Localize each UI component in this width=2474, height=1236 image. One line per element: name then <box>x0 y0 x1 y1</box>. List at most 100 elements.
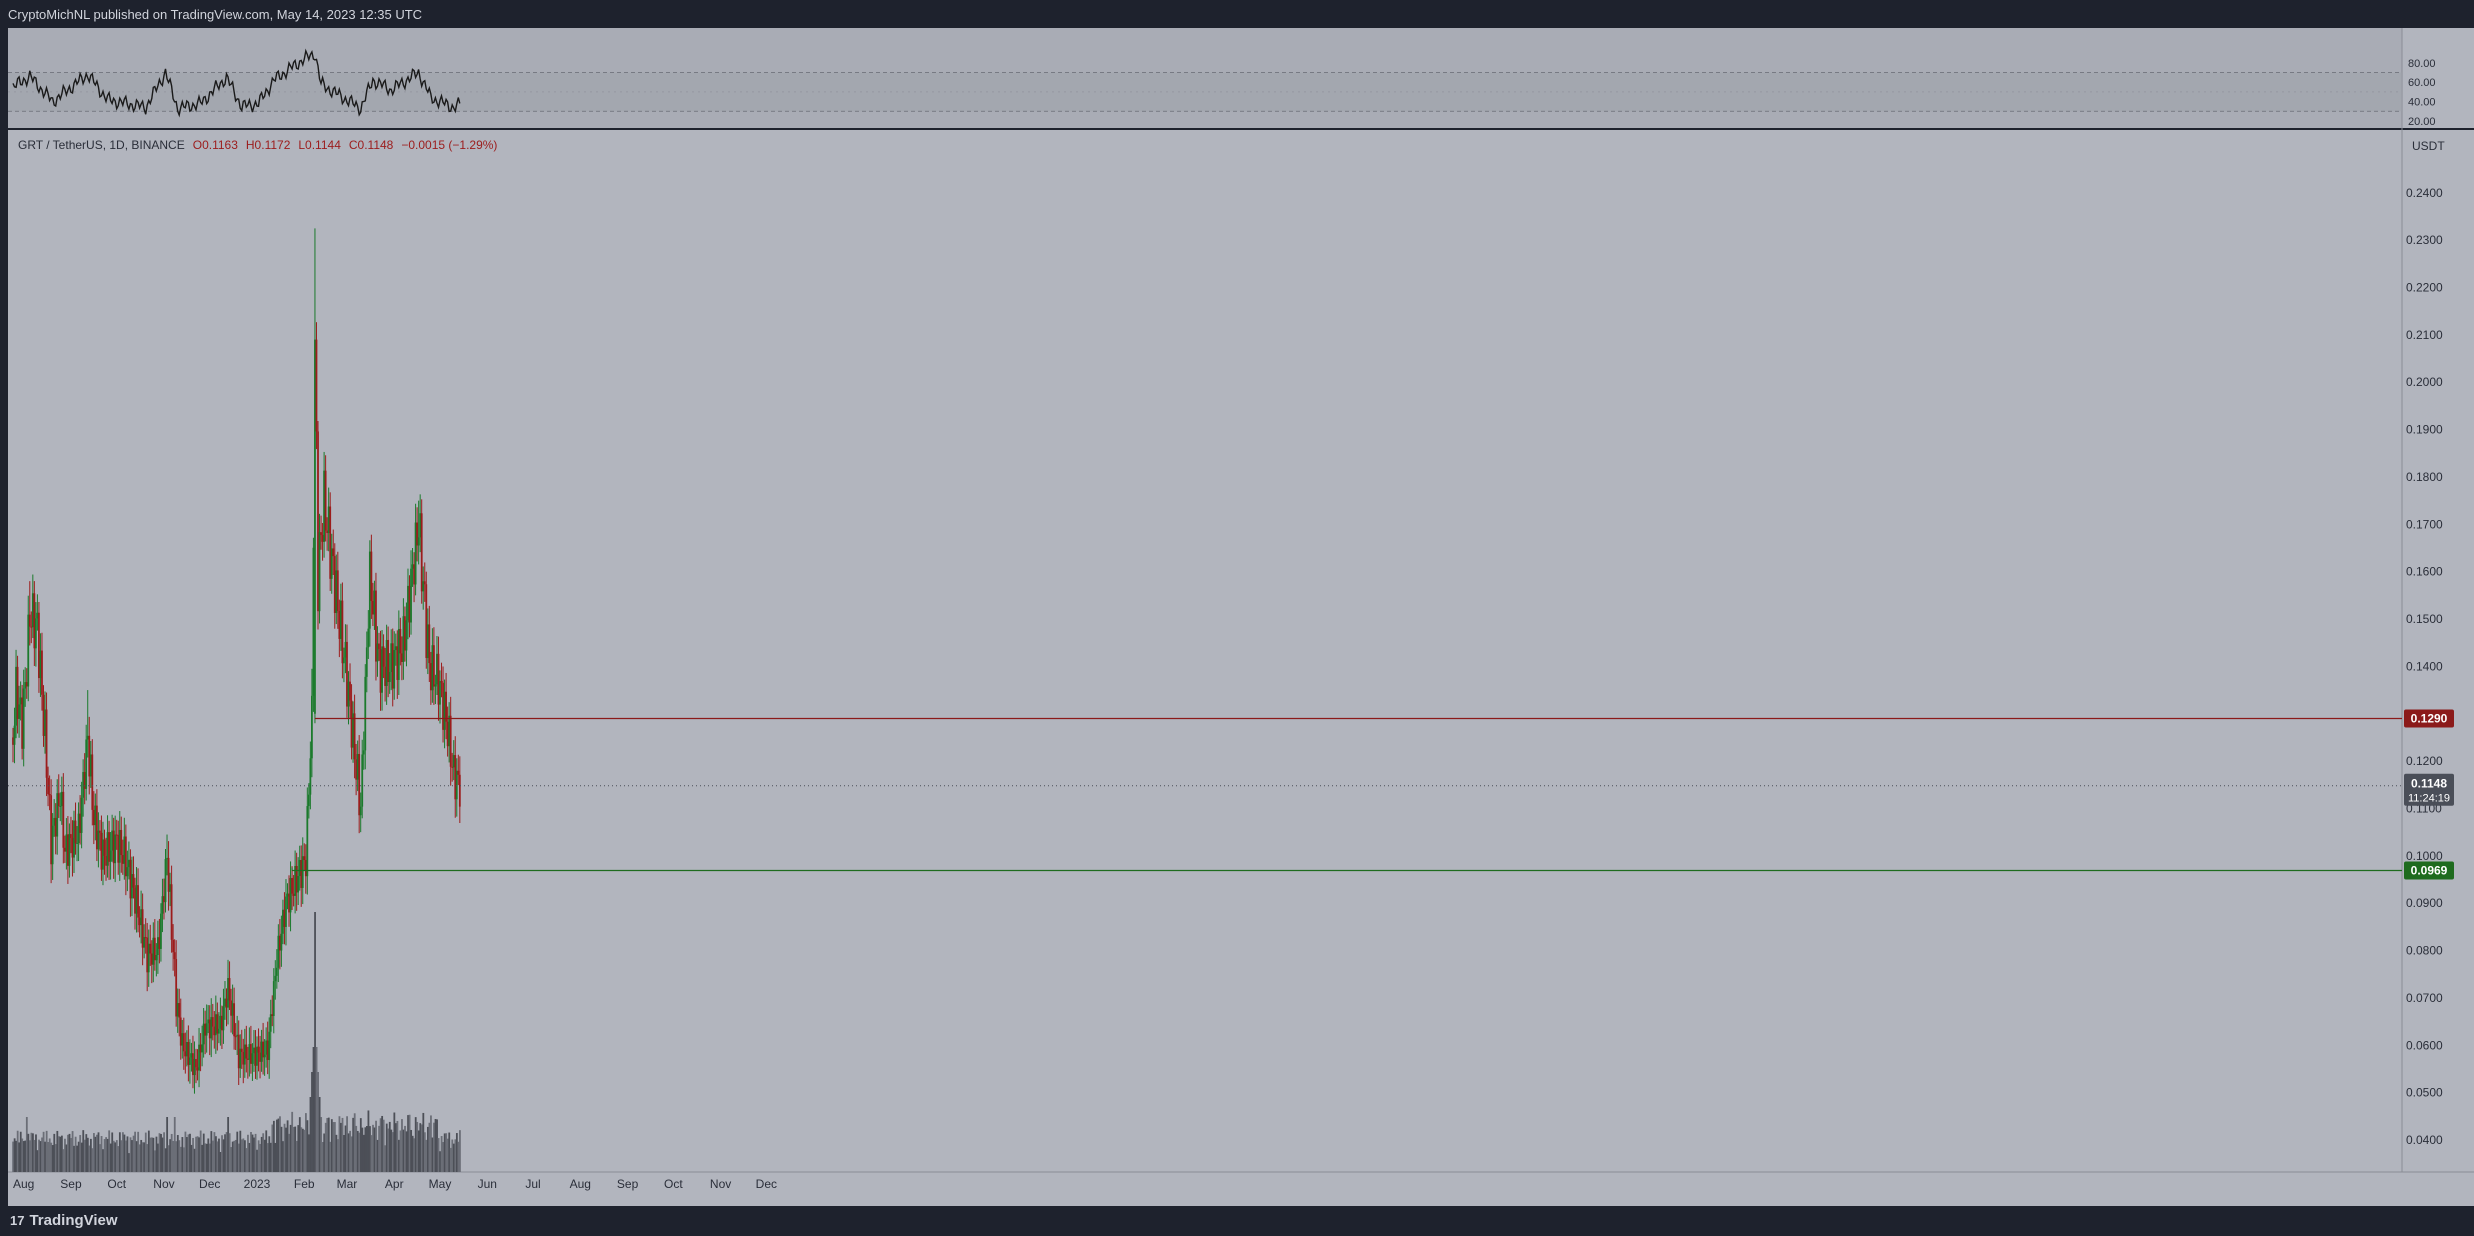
volume-bar <box>373 1127 376 1172</box>
price-tick-label: 0.0900 <box>2406 896 2443 910</box>
volume-bar <box>154 1150 156 1172</box>
volume-bar <box>38 1139 40 1172</box>
volume-bar <box>393 1112 396 1172</box>
volume-bar <box>221 1135 223 1172</box>
candle-body <box>443 691 446 730</box>
volume-bar <box>244 1140 246 1172</box>
candle-body <box>190 1053 193 1058</box>
volume-bar <box>16 1130 19 1172</box>
volume-bar <box>112 1140 115 1172</box>
volume-bar <box>82 1130 85 1172</box>
candle-body <box>353 713 356 760</box>
candle-body <box>141 909 144 948</box>
volume-bar <box>111 1132 114 1172</box>
last-price-badge <box>2404 773 2454 806</box>
volume-bar <box>321 1142 324 1172</box>
candle-body <box>297 876 300 893</box>
price-tick-label: 0.2100 <box>2406 328 2443 342</box>
candle-body <box>160 913 162 949</box>
candle-body <box>82 772 85 798</box>
volume-bar <box>195 1136 197 1172</box>
candle-body <box>347 681 350 707</box>
candle-body <box>420 513 423 592</box>
volume-bar <box>89 1138 92 1172</box>
candle-body <box>161 896 164 914</box>
volume-bar <box>250 1131 252 1172</box>
volume-bar <box>291 1111 294 1172</box>
volume-bar <box>327 1117 330 1172</box>
candle-body <box>114 834 117 864</box>
candle-body <box>416 522 419 546</box>
candle-body <box>163 896 165 903</box>
candle-body <box>439 681 441 705</box>
volume-bar <box>314 912 316 1172</box>
volume-bar <box>186 1137 188 1172</box>
candle-body <box>59 805 62 807</box>
volume-bar <box>187 1134 190 1172</box>
volume-bar <box>297 1125 300 1172</box>
volume-bar <box>102 1149 104 1172</box>
volume-bar <box>68 1133 71 1172</box>
volume-bar <box>96 1134 98 1172</box>
time-tick-label: Mar <box>337 1177 358 1191</box>
candle-body <box>318 532 321 612</box>
volume-bar <box>330 1119 333 1172</box>
price-tick-label: 0.1700 <box>2406 517 2443 531</box>
candle-body <box>425 584 428 659</box>
volume-bar <box>372 1124 374 1172</box>
candle-body <box>324 470 327 531</box>
volume-bar <box>288 1133 291 1172</box>
volume-bar <box>115 1140 118 1172</box>
candle-body <box>108 832 110 862</box>
volume-bar <box>248 1142 251 1172</box>
candle-body <box>143 937 146 948</box>
volume-bar <box>91 1148 94 1172</box>
price-tick-label: 0.2300 <box>2406 233 2443 247</box>
candle-body <box>329 506 332 579</box>
tradingview-logo[interactable]: 17 TradingView <box>10 1212 118 1229</box>
candle-body <box>25 682 28 687</box>
volume-bar <box>51 1145 54 1172</box>
candle-body <box>36 612 39 619</box>
candle-body <box>182 1033 185 1052</box>
candle-body <box>291 877 293 894</box>
candle-body <box>239 1048 242 1069</box>
volume-bar <box>239 1130 242 1172</box>
volume-bar <box>213 1132 216 1172</box>
volume-bar <box>332 1122 335 1172</box>
volume-bar <box>303 1129 306 1172</box>
volume-bar <box>28 1140 31 1172</box>
volume-bar <box>457 1141 460 1172</box>
price-tick-label: 0.1400 <box>2406 659 2443 673</box>
time-tick-label: Sep <box>617 1177 639 1191</box>
volume-bar <box>433 1122 435 1172</box>
volume-bar <box>228 1133 231 1172</box>
volume-bar <box>62 1149 65 1172</box>
candle-body <box>211 1017 214 1027</box>
volume-bar <box>294 1126 297 1172</box>
candle-body <box>170 884 173 940</box>
candle-body <box>111 830 114 851</box>
volume-bar <box>18 1142 21 1172</box>
candle-body <box>335 570 338 613</box>
volume-bar <box>401 1119 403 1172</box>
candle-body <box>71 837 74 858</box>
volume-bar <box>114 1142 117 1172</box>
legend-open: O0.1163 <box>193 138 238 152</box>
volume-bar <box>94 1136 97 1172</box>
volume-bar <box>173 1117 176 1172</box>
price-tick-label: 0.1500 <box>2406 612 2443 626</box>
candle-body <box>429 663 432 691</box>
volume-bar <box>13 1138 16 1172</box>
volume-bar <box>356 1130 359 1172</box>
price-chart[interactable]: 80.00 60.00 40.00 20.00 0.2400 0.2300 0.2200 0.… <box>0 0 2474 1206</box>
volume-bar <box>442 1142 445 1172</box>
volume-bar <box>289 1124 292 1172</box>
candle-body <box>228 978 231 1001</box>
candle-body <box>251 1053 254 1064</box>
candle-body <box>146 937 149 973</box>
time-tick-label: Jun <box>478 1177 497 1191</box>
candle-body <box>410 568 412 623</box>
volume-bar <box>155 1136 158 1172</box>
candle-body <box>222 1006 225 1031</box>
